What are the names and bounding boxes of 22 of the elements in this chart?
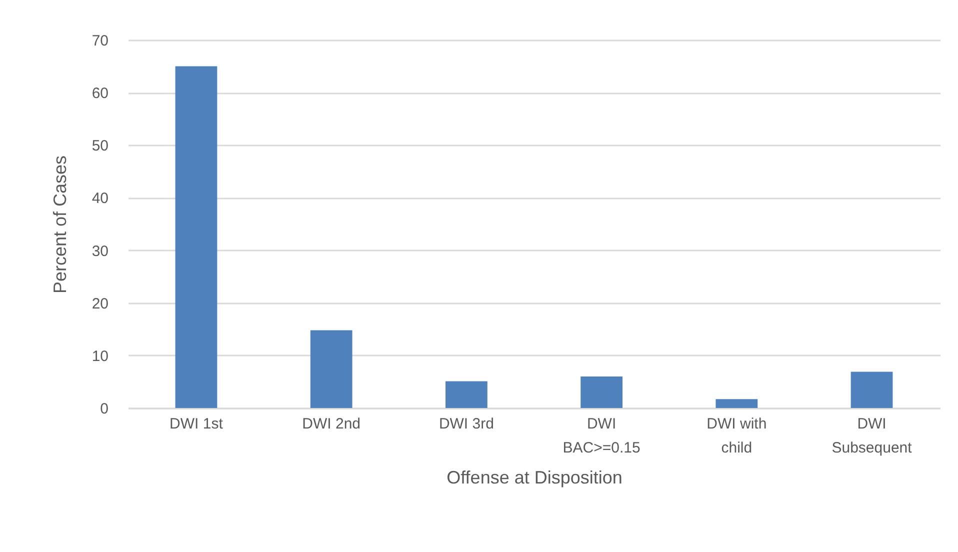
x-tick-label: DWI 1st	[170, 416, 224, 432]
x-tick-label: DWI BAC>=0.15	[562, 416, 640, 456]
x-tick-label: DWI Subsequent	[832, 416, 913, 456]
bar	[580, 376, 622, 408]
bar	[446, 381, 488, 408]
x-tick-label: DWI 2nd	[302, 416, 361, 432]
bar	[175, 66, 218, 408]
y-tick-label: 40	[92, 190, 108, 208]
y-tick-label: 60	[92, 85, 108, 102]
y-tick-label: 30	[92, 242, 108, 260]
bar	[310, 330, 352, 408]
x-tick-label: DWI with child	[706, 416, 767, 456]
y-axis-title: Percent of Cases	[50, 155, 70, 294]
x-axis-title: Offense at Disposition	[446, 468, 622, 488]
bar	[850, 372, 893, 408]
y-tick-label: 50	[92, 138, 108, 155]
y-tick-label: 10	[92, 348, 108, 365]
y-tick-label: 70	[92, 32, 108, 50]
y-tick-label: 0	[100, 400, 108, 418]
bar	[716, 399, 758, 408]
y-tick-label: 20	[92, 295, 108, 312]
x-tick-label: DWI 3rd	[438, 416, 494, 432]
